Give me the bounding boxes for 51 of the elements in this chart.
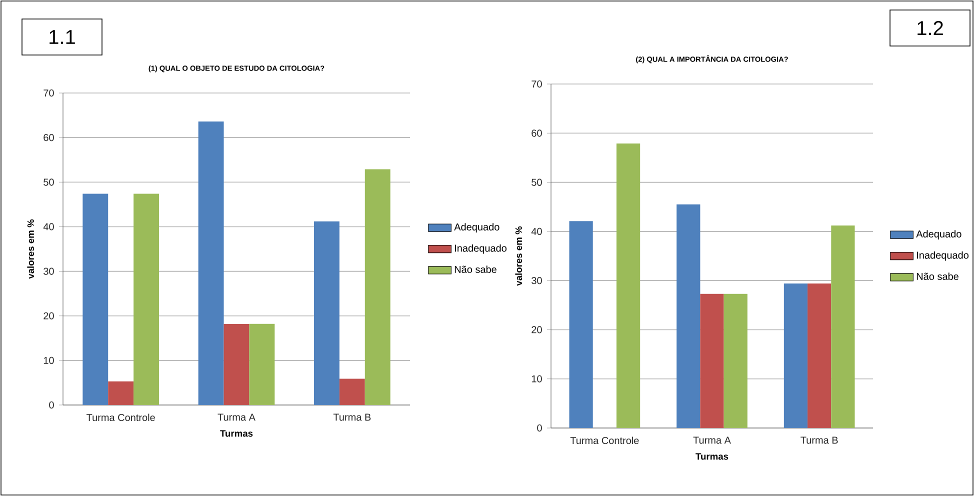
bar xyxy=(339,378,365,405)
y-tick-label: 70 xyxy=(532,80,542,88)
bar xyxy=(224,324,250,405)
x-tick-label: Turma Controle xyxy=(86,414,155,422)
legend-label: Adequado xyxy=(916,230,962,240)
bar xyxy=(569,221,593,428)
x-tick-label: Turma B xyxy=(800,436,838,444)
y-tick-label: 50 xyxy=(44,178,54,186)
y-tick-label: 0 xyxy=(49,401,54,409)
legend-label: Não sabe xyxy=(454,266,496,273)
bar xyxy=(134,194,160,405)
bar xyxy=(198,122,224,405)
y-tick-label: 10 xyxy=(532,375,542,382)
y-tick-label: 50 xyxy=(532,178,542,186)
legend-label: Inadequado xyxy=(455,244,507,254)
legend-label: Adequado xyxy=(454,223,500,232)
y-axis-title: valores em % xyxy=(515,226,522,286)
text: 1.1 xyxy=(50,30,75,44)
x-tick-label: Turma Controle xyxy=(570,436,639,444)
bar xyxy=(700,294,724,428)
bar xyxy=(724,294,748,428)
y-tick-label: 60 xyxy=(44,134,54,142)
bar xyxy=(784,284,808,428)
bar xyxy=(808,284,832,428)
bar xyxy=(676,204,700,428)
y-tick-label: 20 xyxy=(532,326,542,334)
x-tick-label: Turma B xyxy=(333,414,371,421)
bar xyxy=(364,169,390,405)
y-tick-label: 70 xyxy=(44,89,54,97)
x-tick-label: Turma A xyxy=(218,414,256,421)
y-tick-label: 30 xyxy=(532,277,542,284)
bar xyxy=(249,324,275,405)
x-axis-title: Turmas xyxy=(220,430,253,437)
y-axis-title: valores em % xyxy=(27,219,34,279)
bar xyxy=(314,221,340,405)
legend-label: Inadequado xyxy=(917,251,969,261)
y-tick-label: 40 xyxy=(43,223,54,230)
x-tick-label: Turma A xyxy=(693,436,731,444)
y-tick-label: 20 xyxy=(44,312,54,320)
y-tick-label: 10 xyxy=(44,356,54,364)
bar xyxy=(831,226,855,428)
bar xyxy=(82,194,108,405)
x-axis-title: Turmas xyxy=(696,453,728,460)
y-tick-label: 60 xyxy=(532,130,542,137)
y-tick-label: 0 xyxy=(537,424,542,432)
legend-label: Não sabe xyxy=(916,272,958,280)
y-tick-label: 40 xyxy=(531,228,542,235)
y-tick-label: 30 xyxy=(44,268,54,275)
text: 1.2 xyxy=(918,21,943,35)
bar xyxy=(616,143,640,428)
bar xyxy=(108,381,134,405)
